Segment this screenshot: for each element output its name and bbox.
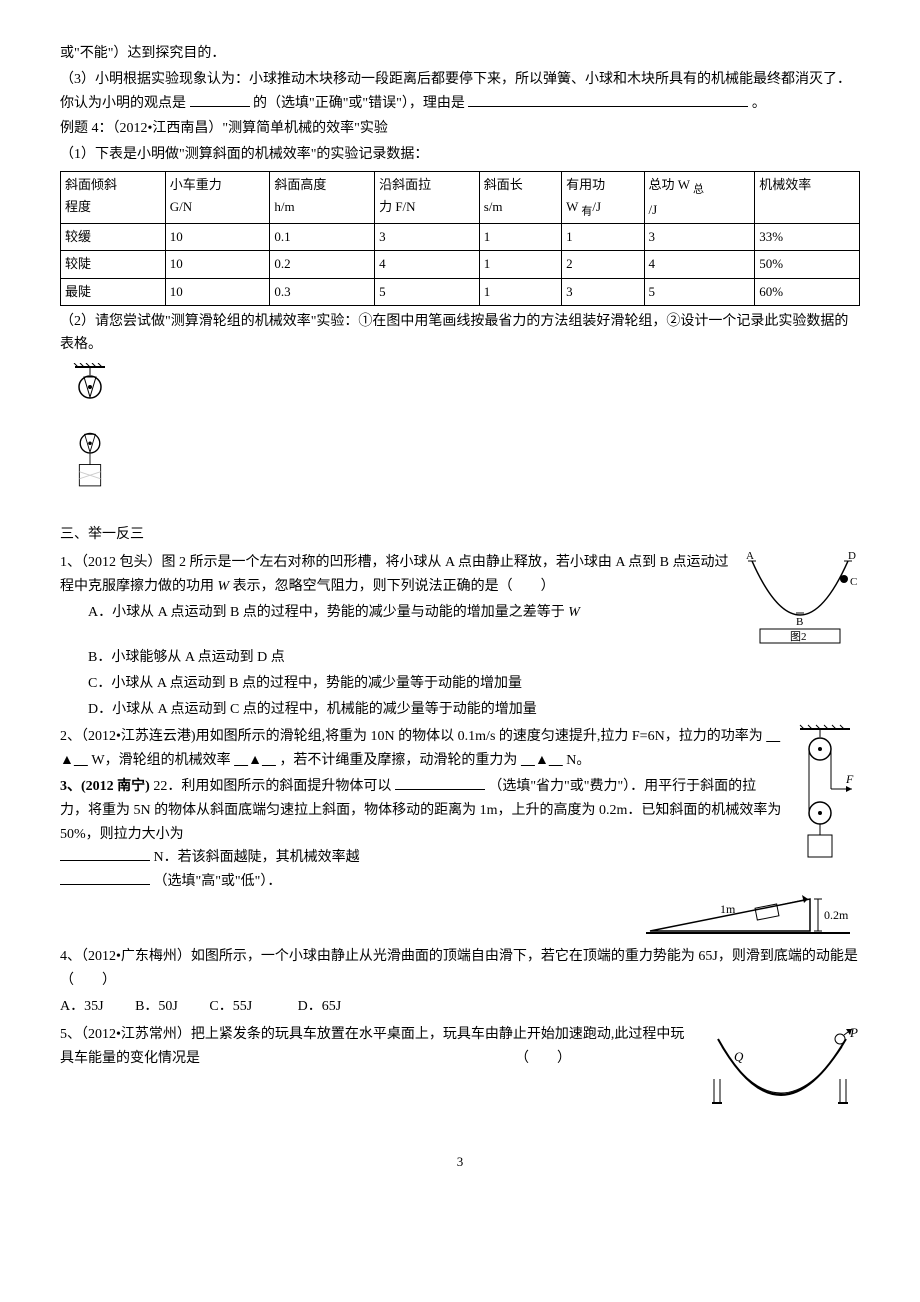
cell: 3 bbox=[375, 224, 480, 251]
section-3-heading: 三、举一反三 bbox=[60, 523, 860, 547]
q3-blank-1[interactable] bbox=[395, 775, 485, 790]
blank-opinion[interactable] bbox=[190, 92, 250, 107]
q5-fig-P: P bbox=[849, 1025, 858, 1040]
q2-c: ，若不计绳重及摩擦，动滑轮的重力为 bbox=[279, 753, 517, 768]
ex4-title: 例题 4：（2012•江西南昌）"测算简单机械的效率"实验 bbox=[60, 117, 860, 141]
q2-q3-block: 2、（2012•江苏连云港)用如图所示的滑轮组,将重为 10N 的物体以 0.1… bbox=[60, 723, 860, 943]
cell: 50% bbox=[755, 251, 860, 278]
cell: 4 bbox=[644, 251, 755, 278]
th-4: 斜面长s/m bbox=[479, 171, 561, 223]
table-header-row: 斜面倾斜程度 小车重力G/N 斜面高度h/m 沿斜面拉力 F/N 斜面长s/m … bbox=[61, 171, 860, 223]
pulley-figure-top bbox=[60, 363, 860, 423]
cell: 2 bbox=[562, 251, 644, 278]
th-2: 斜面高度h/m bbox=[270, 171, 375, 223]
cell: 3 bbox=[562, 278, 644, 305]
q1-block: 1、（2012 包头）图 2 所示是一个左右对称的凹形槽，将小球从 A 点由静止… bbox=[60, 549, 860, 644]
q2-figure: F bbox=[790, 723, 860, 873]
blank-tri-1[interactable]: ▲ bbox=[60, 749, 74, 773]
table-row: 较缓 10 0.1 3 1 1 3 33% bbox=[61, 224, 860, 251]
q1-opt-a: A．小球从 A 点运动到 B 点的过程中，势能的减少量与动能的增加量之差等于 W bbox=[60, 601, 732, 625]
q1-fig-B: B bbox=[796, 616, 803, 628]
th-6: 总功 W 总/J bbox=[644, 171, 755, 223]
cell: 较缓 bbox=[61, 224, 166, 251]
cell: 1 bbox=[479, 251, 561, 278]
q2-b: W，滑轮组的机械效率 bbox=[91, 753, 230, 768]
cell: 60% bbox=[755, 278, 860, 305]
q3-a: 22．利用如图所示的斜面提升物体可以 bbox=[153, 779, 395, 794]
ex4-sub2: （2）请您尝试做"测算滑轮组的机械效率"实验：①在图中用笔画线按最省力的方法组装… bbox=[60, 310, 860, 358]
table-row: 最陡 10 0.3 5 1 3 5 60% bbox=[61, 278, 860, 305]
q1-opt-b: B．小球能够从 A 点运动到 D 点 bbox=[60, 646, 860, 670]
cell: 最陡 bbox=[61, 278, 166, 305]
cell: 0.2 bbox=[270, 251, 375, 278]
th-1: 小车重力G/N bbox=[165, 171, 270, 223]
th-5: 有用功W 有/J bbox=[562, 171, 644, 223]
q1-fig-label: 图2 bbox=[790, 630, 807, 643]
q1-fig-A: A bbox=[746, 550, 754, 562]
q5-figure: Q P bbox=[700, 1021, 860, 1121]
q1-stem-w: W bbox=[218, 579, 230, 594]
q5-stem: 5、（2012•江苏常州）把上紧发条的玩具车放置在水平桌面上，玩具车由静止开始加… bbox=[60, 1023, 692, 1071]
th-7: 机械效率 bbox=[755, 171, 860, 223]
page-number: 3 bbox=[60, 1151, 860, 1173]
q2-q3-figures: F 1m 0.2m bbox=[790, 723, 860, 943]
q3-figure: 1m 0.2m bbox=[640, 873, 860, 943]
q1-fig-D: D bbox=[848, 550, 856, 562]
q3-d: （选填"高"或"低"）． bbox=[154, 874, 282, 889]
q1-opt-a-text: A．小球从 A 点运动到 B 点的过程中，势能的减少量与动能的增加量之差等于 bbox=[88, 605, 568, 620]
ex4-sub1: （1）下表是小明做"测算斜面的机械效率"的实验记录数据： bbox=[60, 143, 860, 167]
cell: 5 bbox=[644, 278, 755, 305]
q3-blank-3[interactable] bbox=[60, 870, 150, 885]
q2-fig-F: F bbox=[845, 772, 854, 786]
cell: 1 bbox=[479, 278, 561, 305]
q1-figure: A D C B 图2 bbox=[740, 549, 860, 644]
q3-blank-2[interactable] bbox=[60, 846, 150, 861]
q2-a: 2、（2012•江苏连云港)用如图所示的滑轮组,将重为 10N 的物体以 0.1… bbox=[60, 729, 763, 744]
q4-opt-a: A．35J bbox=[60, 999, 104, 1014]
q4-opt-d: D．65J bbox=[298, 999, 342, 1014]
q3-dim2: 0.2m bbox=[824, 908, 849, 922]
cell: 10 bbox=[165, 224, 270, 251]
cell: 3 bbox=[644, 224, 755, 251]
pulley-figure-bottom bbox=[60, 429, 860, 509]
cell: 1 bbox=[562, 224, 644, 251]
q4-options: A．35J B．50J C．55J D．65J bbox=[60, 995, 860, 1019]
cell: 4 bbox=[375, 251, 480, 278]
blank-tri-2[interactable]: ▲ bbox=[248, 749, 262, 773]
blank-reason[interactable] bbox=[468, 92, 748, 107]
q1-opt-c: C．小球从 A 点运动到 B 点的过程中，势能的减少量等于动能的增加量 bbox=[60, 672, 860, 696]
q1-opt-d: D．小球从 A 点运动到 C 点的过程中，机械能的减少量等于动能的增加量 bbox=[60, 698, 860, 722]
q1-opt-a-w: W bbox=[568, 605, 580, 620]
q3-lead: 3、(2012 南宁) bbox=[60, 779, 150, 794]
cell: 0.3 bbox=[270, 278, 375, 305]
intro-q3-c: 。 bbox=[752, 96, 766, 111]
q5-block: 5、（2012•江苏常州）把上紧发条的玩具车放置在水平桌面上，玩具车由静止开始加… bbox=[60, 1021, 860, 1121]
cell: 10 bbox=[165, 251, 270, 278]
th-3: 沿斜面拉力 F/N bbox=[375, 171, 480, 223]
cell: 0.1 bbox=[270, 224, 375, 251]
q1-fig-C: C bbox=[850, 576, 857, 588]
table-row: 较陡 10 0.2 4 1 2 4 50% bbox=[61, 251, 860, 278]
q2-stem: 2、（2012•江苏连云港)用如图所示的滑轮组,将重为 10N 的物体以 0.1… bbox=[60, 725, 782, 773]
q5-fig-Q: Q bbox=[734, 1049, 744, 1064]
th-0: 斜面倾斜程度 bbox=[61, 171, 166, 223]
efficiency-table: 斜面倾斜程度 小车重力G/N 斜面高度h/m 沿斜面拉力 F/N 斜面长s/m … bbox=[60, 171, 860, 306]
intro-q3: （3）小明根据实验现象认为：小球推动木块移动一段距离后都要停下来，所以弹簧、小球… bbox=[60, 68, 860, 116]
cell: 10 bbox=[165, 278, 270, 305]
blank-tri-3[interactable]: ▲ bbox=[535, 749, 549, 773]
q4-stem: 4、（2012•广东梅州）如图所示，一个小球由静止从光滑曲面的顶端自由滑下，若它… bbox=[60, 945, 860, 993]
q4-opt-c: C．55J bbox=[209, 999, 252, 1014]
q4-opt-b: B．50J bbox=[135, 999, 178, 1014]
q3-dim1: 1m bbox=[720, 902, 736, 916]
cell: 5 bbox=[375, 278, 480, 305]
intro-q3-b: 的（选填"正确"或"错误"），理由是 bbox=[253, 96, 465, 111]
intro-line-1: 或"不能"）达到探究目的． bbox=[60, 42, 860, 66]
q2-d: N。 bbox=[566, 753, 590, 768]
q3-c: N．若该斜面越陡，其机械效率越 bbox=[154, 850, 360, 865]
cell: 1 bbox=[479, 224, 561, 251]
cell: 较陡 bbox=[61, 251, 166, 278]
q1-stem-b: 表示，忽略空气阻力，则下列说法正确的是（ ） bbox=[229, 579, 555, 594]
cell: 33% bbox=[755, 224, 860, 251]
q1-stem: 1、（2012 包头）图 2 所示是一个左右对称的凹形槽，将小球从 A 点由静止… bbox=[60, 551, 732, 599]
